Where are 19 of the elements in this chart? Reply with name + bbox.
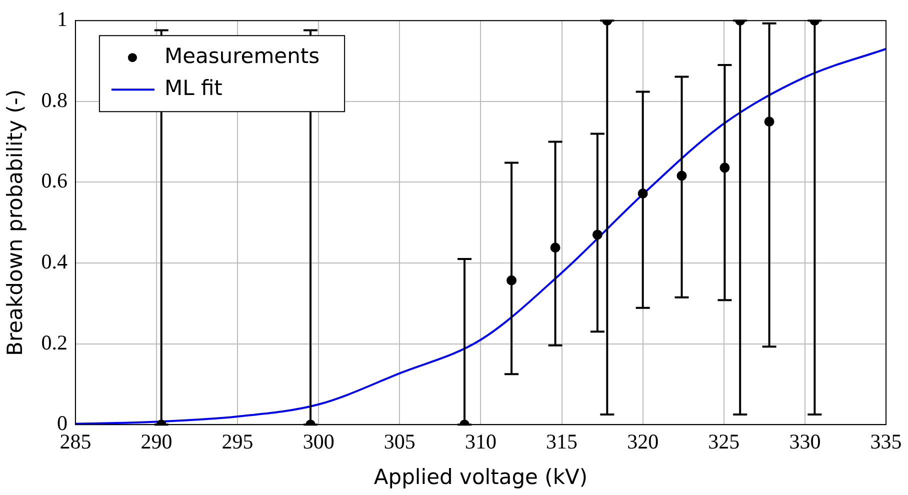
x-tick-label: 330 bbox=[789, 430, 821, 454]
legend-label: ML fit bbox=[164, 76, 222, 100]
x-tick-label: 315 bbox=[546, 430, 578, 454]
x-tick-label: 295 bbox=[222, 430, 254, 454]
y-axis-title: Breakdown probability (-) bbox=[3, 89, 28, 356]
y-tick-label: 0.4 bbox=[41, 250, 68, 274]
x-tick-label: 300 bbox=[302, 430, 334, 454]
x-tick-label: 310 bbox=[464, 430, 496, 454]
y-tick-label: 0.8 bbox=[41, 88, 68, 112]
x-tick-label: 335 bbox=[870, 430, 902, 454]
y-tick-label: 1 bbox=[56, 7, 68, 32]
x-tick-label: 305 bbox=[384, 430, 416, 454]
y-tick-label: 0.6 bbox=[41, 168, 68, 193]
x-axis-title: Applied voltage (kV) bbox=[374, 464, 588, 489]
legend-label: Measurements bbox=[164, 44, 320, 68]
x-tick-label: 320 bbox=[627, 430, 659, 454]
x-tick-label: 325 bbox=[708, 430, 740, 454]
x-tick-label: 290 bbox=[140, 430, 172, 454]
y-tick-label: 0.2 bbox=[41, 330, 68, 354]
